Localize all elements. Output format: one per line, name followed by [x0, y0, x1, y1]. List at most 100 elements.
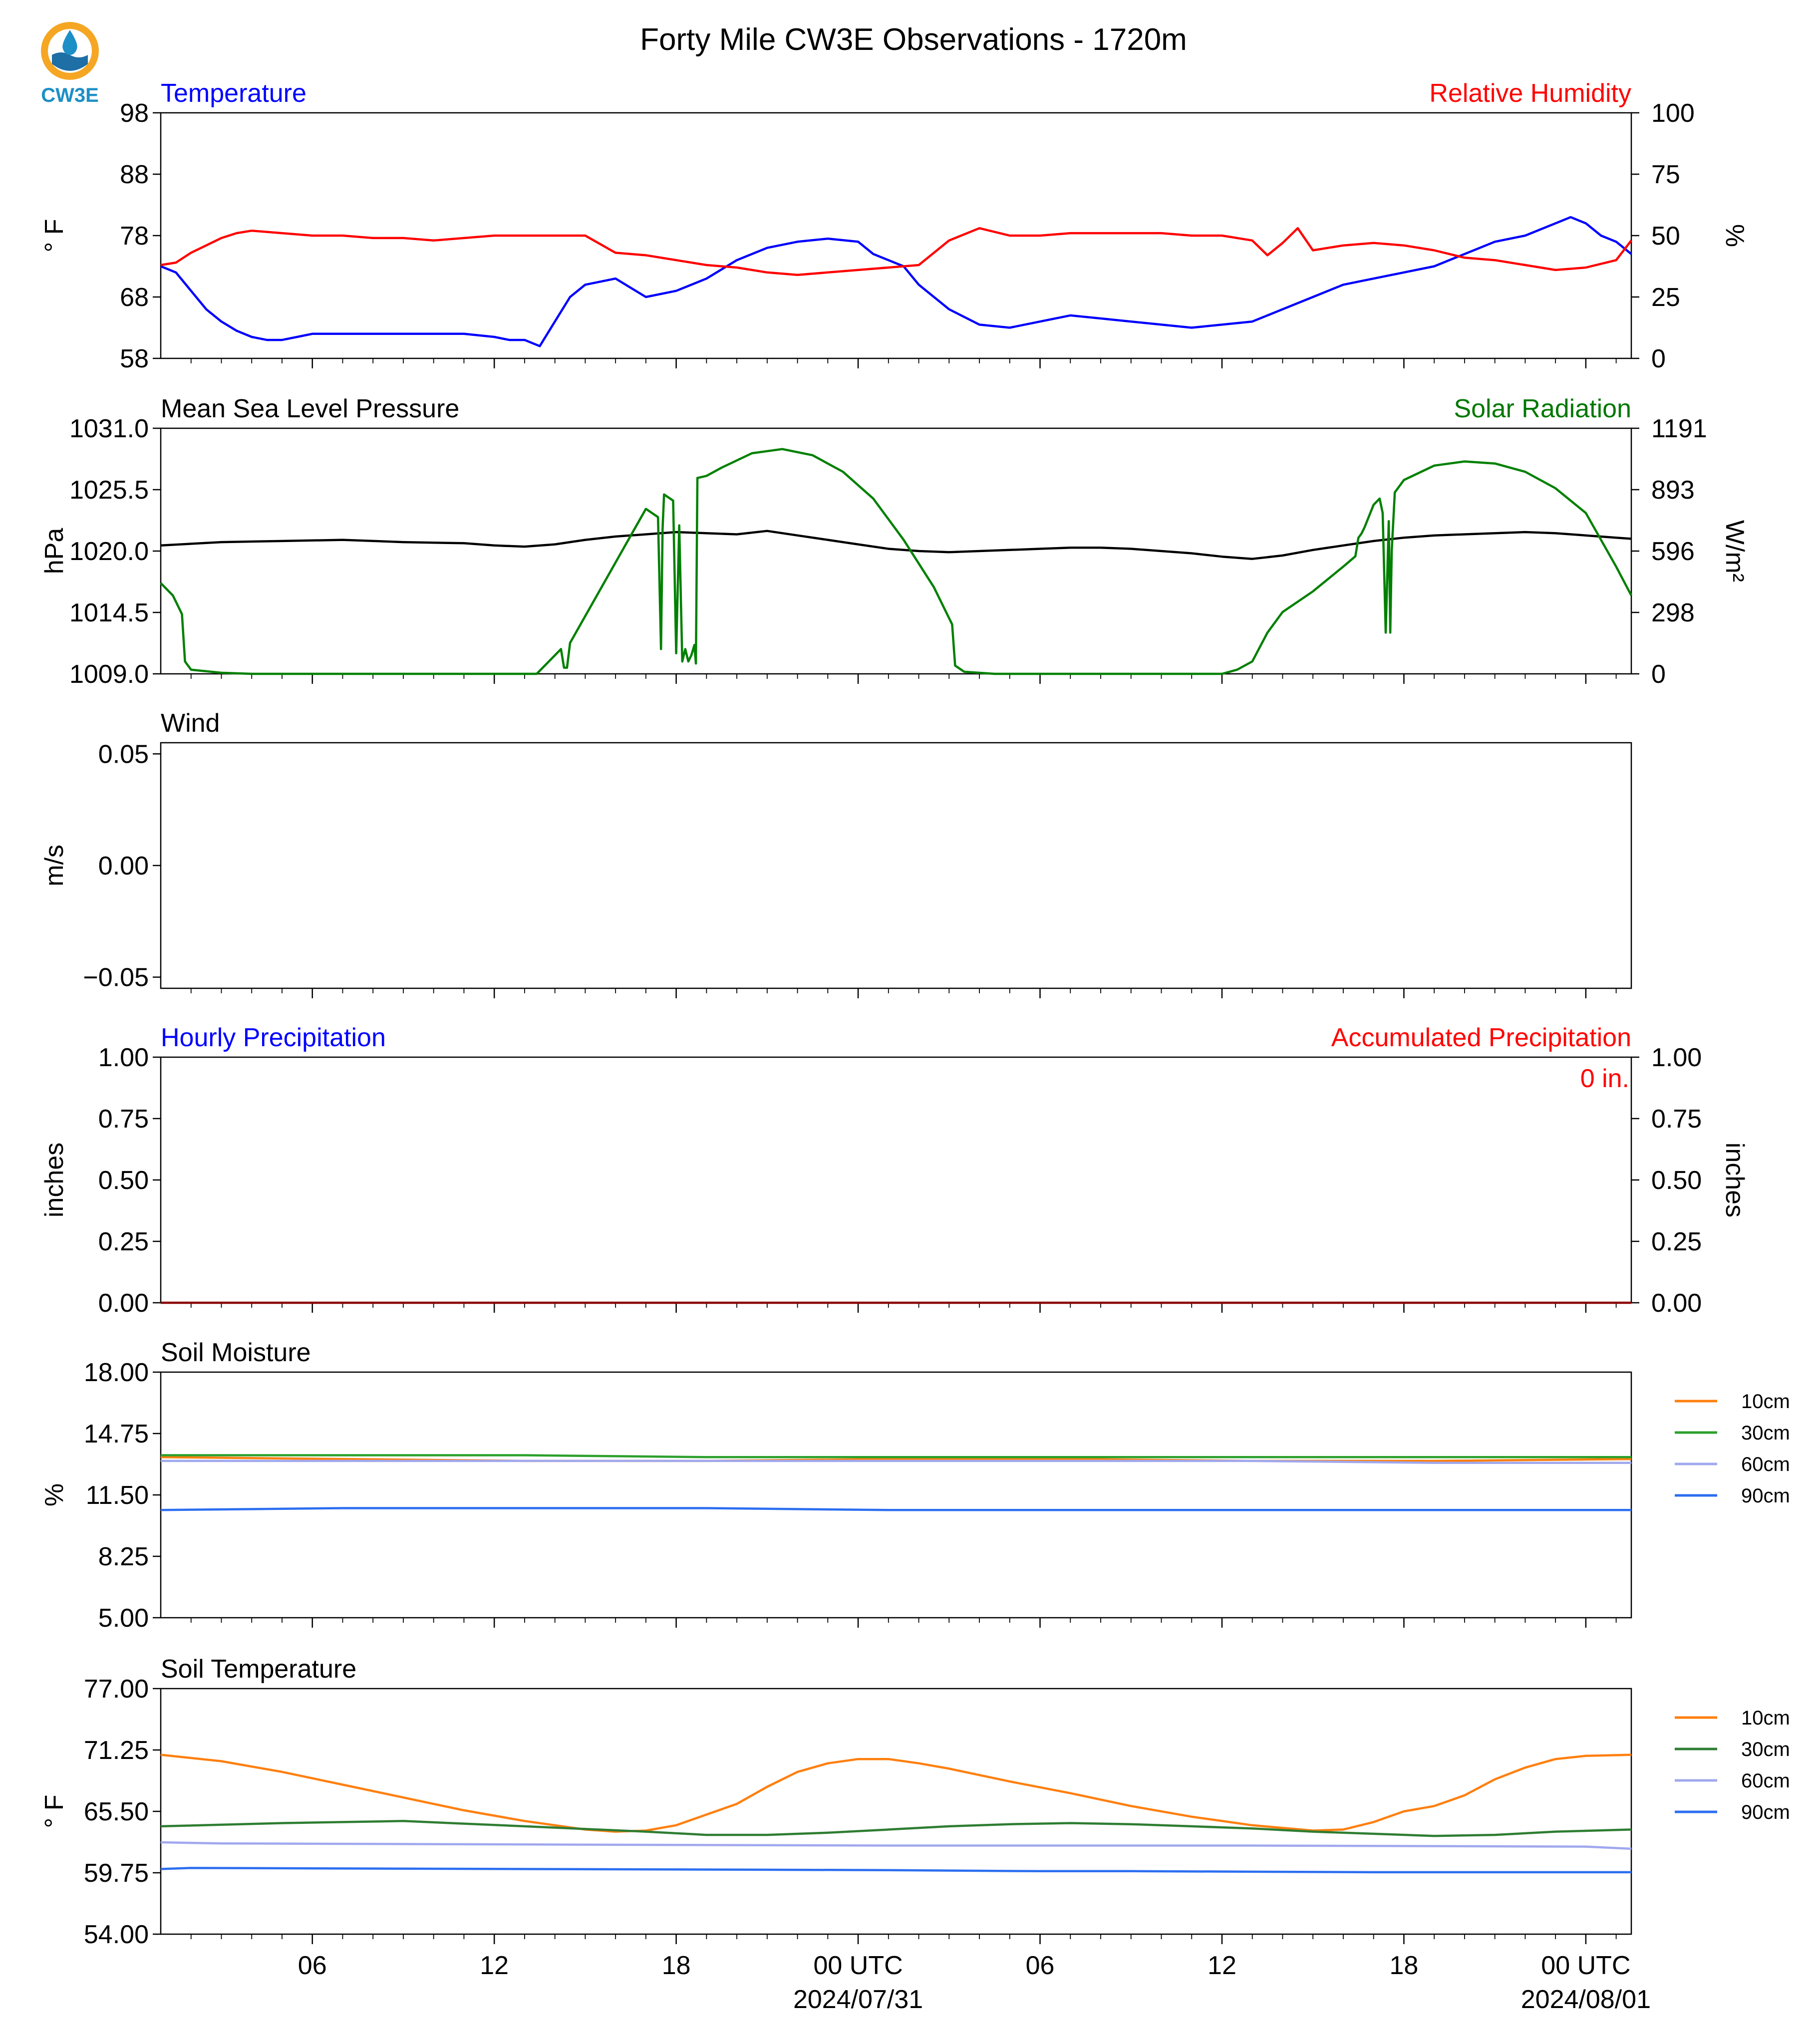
series-line-60cm [161, 1459, 1631, 1464]
panel-temperature [153, 112, 1639, 368]
y-tick-label-left: 5.00 [98, 1604, 149, 1633]
panel-title-right: Solar Radiation [1454, 394, 1631, 423]
y-axis-label-left: ° F [40, 1794, 69, 1828]
y-axis-label-right: inches [1720, 1143, 1749, 1217]
y-axis-label-right: W/m² [1720, 520, 1749, 582]
panel-title-right: Accumulated Precipitation [1331, 1023, 1631, 1052]
y-tick-label-right: 100 [1651, 99, 1695, 128]
series-line-s1 [160, 448, 1632, 675]
y-tick-label-left: 1025.5 [69, 476, 149, 505]
legend-label-30cm: 30cm [1741, 1422, 1790, 1444]
y-tick-label-left: −0.05 [83, 963, 149, 992]
y-tick-label-left: 68 [120, 283, 149, 312]
y-axis-label-left: % [40, 1483, 69, 1506]
x-tick-label: 12 [1208, 1951, 1236, 1980]
panel-title-left: Mean Sea Level Pressure [161, 394, 459, 423]
logo-drop [62, 30, 77, 55]
y-tick-label-left: 77.00 [84, 1675, 149, 1704]
x-tick-label: 12 [480, 1951, 509, 1980]
y-axis-label-left: m/s [40, 845, 69, 886]
y-tick-label-left: 14.75 [84, 1420, 149, 1449]
logo-text: CW3E [41, 84, 99, 106]
series-line-60cm [160, 1841, 1632, 1850]
logo-waves [52, 52, 88, 71]
plot-frame [160, 1688, 1632, 1935]
series-line-30cm [161, 1454, 1631, 1458]
y-tick-label-left: 54.00 [84, 1920, 149, 1949]
y-axis-label-left: ° F [40, 219, 69, 252]
y-tick-label-right: 0.50 [1651, 1166, 1702, 1195]
y-tick-label-left: 18.00 [84, 1358, 149, 1387]
y-tick-label-left: 59.75 [84, 1859, 149, 1888]
y-tick-label-right: 0.75 [1651, 1105, 1702, 1134]
series-line-30cm [160, 1820, 1632, 1837]
y-tick-label-right: 0.00 [1651, 1289, 1702, 1318]
series-line-s0 [160, 216, 1632, 347]
y-tick-label-left: 88 [120, 160, 149, 189]
y-tick-label-right: 50 [1651, 222, 1680, 251]
panel-hourly-precipitation [153, 1056, 1639, 1313]
x-tick-label: 00 UTC [813, 1951, 903, 1980]
y-axis-label-right: % [1720, 224, 1749, 247]
panel-title-left: Soil Moisture [161, 1338, 311, 1367]
y-tick-label-left: 1.00 [98, 1043, 149, 1072]
series-line-s1 [160, 227, 1632, 276]
panel-title-left: Temperature [161, 79, 306, 108]
y-tick-label-left: 0.05 [98, 740, 149, 769]
x-tick-label: 18 [662, 1951, 691, 1980]
panel-soil-temperature [153, 1688, 1717, 1944]
y-tick-label-right: 0 [1651, 660, 1666, 689]
y-tick-label-right: 1.00 [1651, 1043, 1702, 1072]
legend-label-60cm: 60cm [1741, 1770, 1790, 1792]
y-tick-label-left: 8.25 [98, 1542, 149, 1571]
plot-frame [160, 1056, 1632, 1304]
y-tick-label-left: 0.00 [98, 1289, 149, 1318]
y-tick-label-left: 0.25 [98, 1227, 149, 1256]
series-line-s0 [160, 530, 1632, 560]
x-tick-label: 06 [298, 1951, 327, 1980]
y-tick-label-left: 0.00 [98, 852, 149, 880]
y-tick-label-right: 0 [1651, 344, 1666, 373]
y-tick-label-left: 1031.0 [69, 414, 149, 443]
legend-label-90cm: 90cm [1741, 1485, 1790, 1507]
legend-label-30cm: 30cm [1741, 1738, 1790, 1760]
accumulated-precip-annotation: 0 in. [1580, 1064, 1629, 1093]
y-tick-label-left: 98 [120, 99, 149, 128]
series-line-10cm [160, 1753, 1632, 1833]
y-tick-label-left: 71.25 [84, 1736, 149, 1765]
y-tick-label-left: 11.50 [86, 1481, 149, 1510]
panel-soil-moisture [153, 1371, 1717, 1628]
y-tick-label-left: 0.50 [98, 1166, 149, 1195]
y-axis-label-left: hPa [40, 528, 69, 575]
y-tick-label-right: 893 [1651, 476, 1695, 505]
x-date-label: 2024/07/31 [793, 1985, 923, 2014]
panel-title-left: Hourly Precipitation [161, 1023, 386, 1052]
y-tick-label-right: 0.25 [1651, 1227, 1702, 1256]
panel-wind [153, 742, 1632, 998]
y-tick-label-left: 0.75 [98, 1105, 149, 1134]
plot-frame [160, 427, 1632, 675]
y-tick-label-left: 1014.5 [69, 598, 149, 627]
series-line-10cm [160, 1456, 1632, 1462]
legend-label-60cm: 60cm [1741, 1453, 1790, 1475]
y-axis-label-left: inches [40, 1143, 69, 1217]
plot-frame [160, 742, 1632, 989]
panel-title-left: Soil Temperature [161, 1655, 356, 1684]
y-tick-label-right: 75 [1651, 160, 1680, 189]
legend-label-90cm: 90cm [1741, 1801, 1790, 1823]
series-line-90cm [160, 1507, 1631, 1511]
y-tick-label-right: 25 [1651, 283, 1680, 312]
cw3e-logo-icon: CW3E [41, 22, 99, 106]
plot-frame [160, 112, 1632, 359]
legend-label-10cm: 10cm [1741, 1707, 1790, 1729]
y-tick-label-left: 78 [120, 222, 149, 251]
panel-mean-sea-level-pressure [153, 427, 1639, 684]
x-tick-label: 06 [1026, 1951, 1055, 1980]
x-tick-label: 00 UTC [1541, 1951, 1630, 1980]
y-tick-label-right: 1191 [1651, 414, 1707, 443]
figure-title: Forty Mile CW3E Observations - 1720m [640, 22, 1187, 57]
legend-label-10cm: 10cm [1741, 1391, 1790, 1413]
y-tick-label-left: 1020.0 [69, 537, 149, 566]
x-date-label: 2024/08/01 [1521, 1985, 1651, 2014]
